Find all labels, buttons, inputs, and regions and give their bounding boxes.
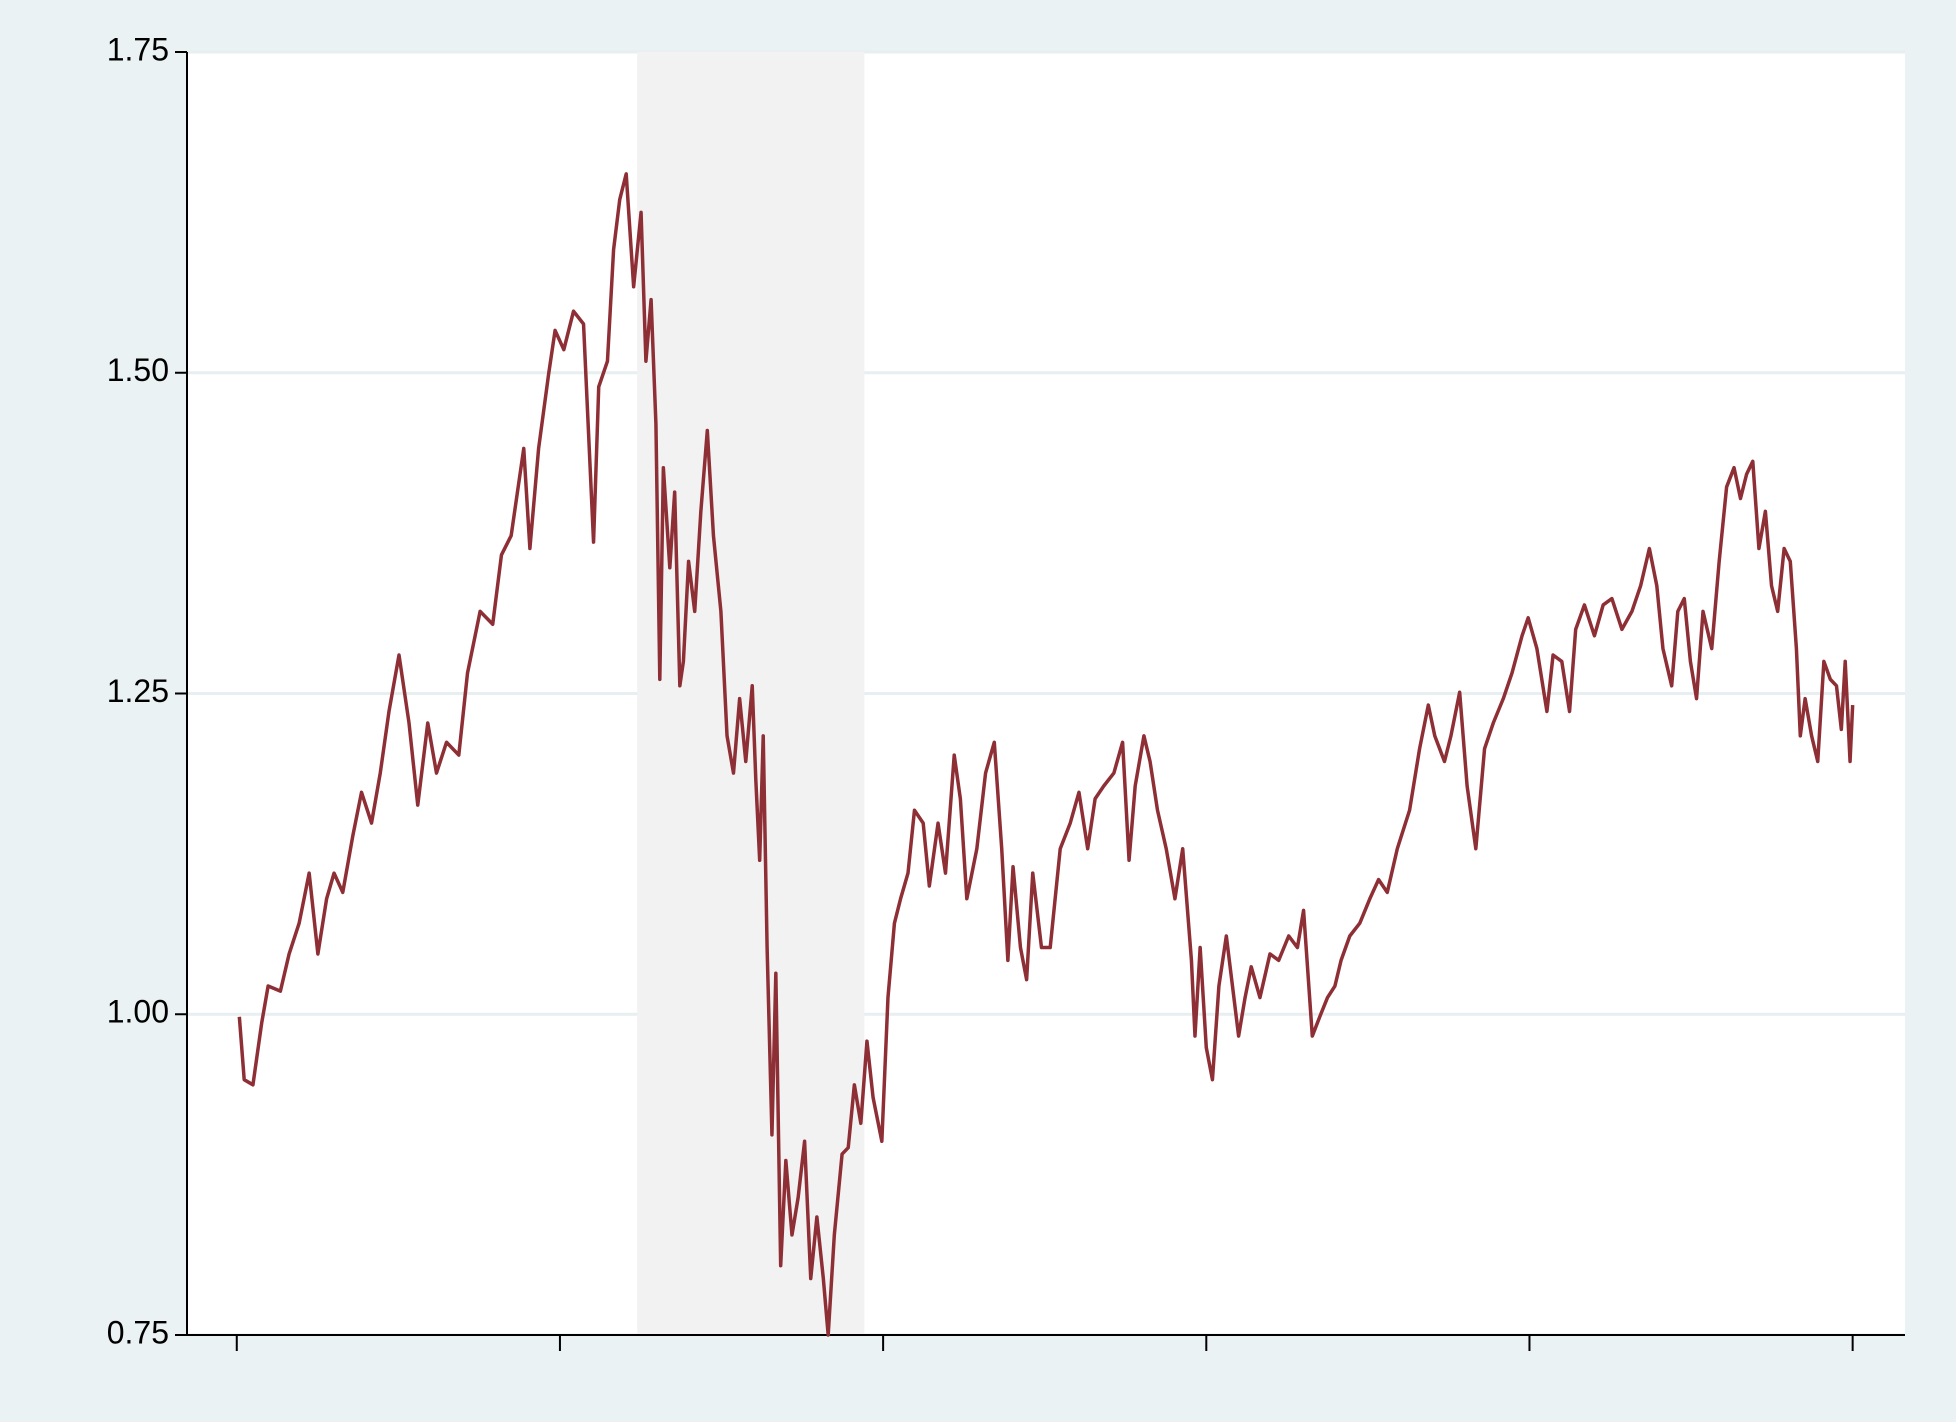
y-tick-label: 1.25 xyxy=(107,673,169,709)
y-tick-label: 1.50 xyxy=(107,352,169,388)
y-tick-label: 1.75 xyxy=(107,31,169,67)
y-tick-label: 1.00 xyxy=(107,994,169,1030)
data-line xyxy=(237,172,1855,1337)
y-tick-label: 0.75 xyxy=(107,1314,169,1350)
